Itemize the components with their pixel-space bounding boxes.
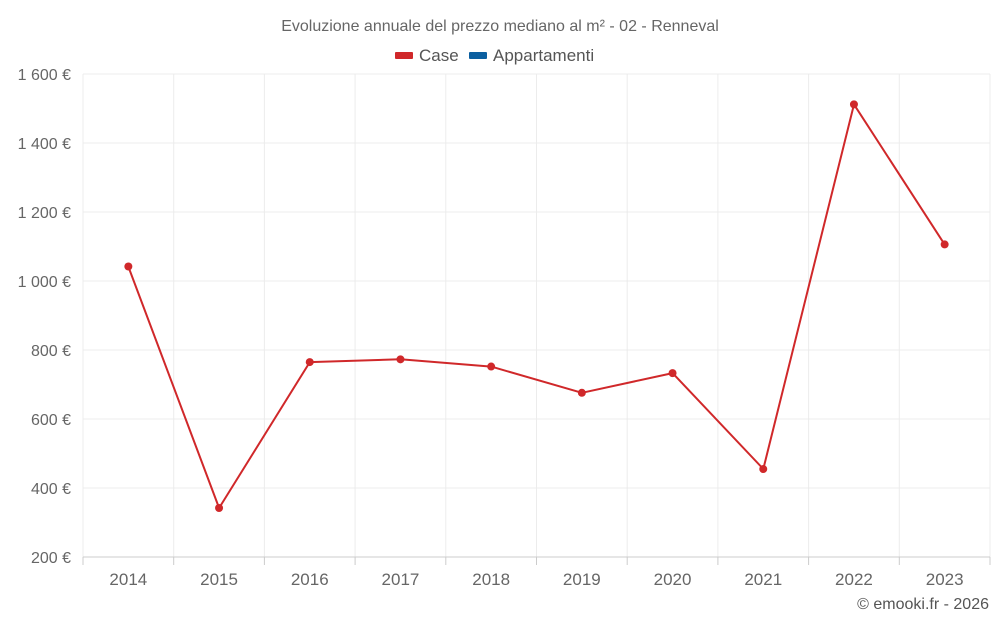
y-tick-label: 1 400 € [18, 136, 71, 153]
x-tick-label: 2014 [109, 570, 147, 589]
x-tick-label: 2021 [744, 570, 782, 589]
axis-layer [82, 556, 991, 565]
legend: Case Appartamenti [395, 46, 594, 65]
data-point[interactable] [305, 358, 314, 367]
credit-text: © emooki.fr - 2026 [857, 596, 989, 613]
x-tick-label: 2015 [200, 570, 238, 589]
data-point[interactable] [396, 355, 405, 364]
x-tick-label: 2016 [291, 570, 329, 589]
legend-swatch-appartamenti [469, 52, 487, 59]
data-point[interactable] [940, 240, 949, 249]
series-line-case [127, 103, 946, 509]
y-tick-label: 400 € [31, 481, 71, 498]
data-point[interactable] [668, 369, 677, 378]
grid-layer [82, 73, 991, 557]
tick-labels: 200 € 400 € 600 € 800 € 1 000 € 1 200 € 1 400 … [18, 67, 964, 589]
data-point[interactable] [849, 100, 858, 109]
x-tick-label: 2017 [382, 570, 420, 589]
y-tick-label: 200 € [31, 550, 71, 567]
legend-label-case: Case [419, 46, 459, 65]
y-tick-label: 600 € [31, 412, 71, 429]
legend-item-appartamenti[interactable]: Appartamenti [469, 46, 594, 65]
x-tick-label: 2022 [835, 570, 873, 589]
legend-swatch-case [395, 52, 413, 59]
chart-title: Evoluzione annuale del prezzo mediano al… [281, 18, 719, 35]
x-tick-label: 2018 [472, 570, 510, 589]
data-point[interactable] [124, 262, 133, 271]
series-layer [124, 100, 949, 513]
data-point[interactable] [215, 504, 224, 513]
x-tick-label: 2023 [926, 570, 964, 589]
x-tick-label: 2020 [654, 570, 692, 589]
legend-label-appartamenti: Appartamenti [493, 46, 594, 65]
y-tick-label: 1 200 € [18, 205, 71, 222]
y-tick-label: 1 000 € [18, 274, 71, 291]
data-point[interactable] [577, 388, 586, 397]
y-tick-label: 800 € [31, 343, 71, 360]
data-point[interactable] [487, 362, 496, 371]
data-point[interactable] [759, 465, 768, 474]
legend-item-case[interactable]: Case [395, 46, 459, 65]
x-tick-label: 2019 [563, 570, 601, 589]
y-tick-label: 1 600 € [18, 67, 71, 84]
